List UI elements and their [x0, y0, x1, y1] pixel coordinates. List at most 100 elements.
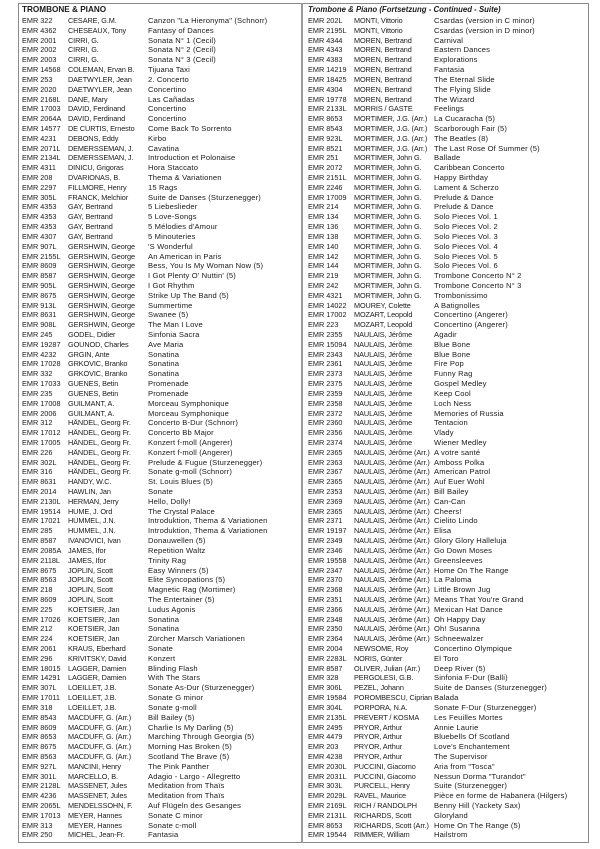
catalog-number: EMR 908L [22, 320, 57, 330]
catalog-entry: EMR 2366 NAULAIS, Jérôme (Arr.) Mexican Ha… [308, 605, 588, 615]
work-title: Trinity Rag [148, 555, 187, 565]
composer: MORTIMER, John G. [354, 290, 422, 300]
work-title: Csardas (version in D minor) [434, 25, 535, 35]
catalog-number: EMR 4353 [22, 202, 57, 212]
catalog-number: EMR 8609 [22, 722, 57, 732]
composer: PRYOR, Arthur [354, 751, 403, 761]
work-title: La Paloma [434, 575, 472, 585]
work-title: Meditation from Thaïs [148, 781, 225, 791]
work-title: The Flying Slide [434, 84, 491, 94]
catalog-number: EMR 2131L [308, 810, 347, 820]
catalog-number: EMR 19197 [308, 526, 347, 536]
work-title: Explorations [434, 55, 478, 65]
catalog-entry: EMR 212 KOETSIER, Jan Sonatina [22, 624, 300, 634]
catalog-entry: EMR 19584 POROMBESCU, Ciprian Balada [308, 693, 588, 703]
work-title: Promenade [148, 379, 189, 389]
catalog-entry: EMR 2155L GERSHWIN, George An American in … [22, 252, 300, 262]
catalog-number: EMR 17013 [22, 810, 61, 820]
work-title: Fantasia [148, 830, 179, 840]
catalog-number: EMR 303L [308, 781, 343, 791]
work-title: Promenade [148, 388, 189, 398]
catalog-number: EMR 235 [22, 388, 53, 398]
catalog-entry: EMR 251 MORTIMER, John G. Ballade [308, 153, 588, 163]
composer: HÄNDEL, Georg Fr. [68, 418, 131, 428]
composer: MOREN, Bertrand [354, 35, 412, 45]
composer: NAULAIS, Jérôme (Arr.) [354, 585, 430, 595]
catalog-entry: EMR 203 PRYOR, Arthur Love's Enchantement [308, 742, 588, 752]
composer: MORTIMER, John G. [354, 231, 422, 241]
catalog-number: EMR 304L [308, 702, 343, 712]
composer: HÄNDEL, Georg Fr. [68, 428, 131, 438]
catalog-entry: EMR 2283L NORIS, Günter El Toro [308, 654, 588, 664]
catalog-number: EMR 251 [308, 153, 339, 163]
work-title: Tentacion [434, 418, 468, 428]
catalog-entry: EMR 235 GUENES, Betin Promenade [22, 389, 300, 399]
composer: NAULAIS, Jérôme (Arr.) [354, 634, 430, 644]
catalog-number: EMR 14568 [22, 65, 61, 75]
work-title: Csardas (version in C minor) [434, 16, 535, 25]
catalog-number: EMR 306L [308, 683, 343, 693]
composer: CIRRI, G. [68, 35, 99, 45]
catalog-number: EMR 15094 [308, 339, 347, 349]
composer: MEYER, Hannes [68, 820, 122, 830]
composer: PORPORA, N.A. [354, 702, 408, 712]
work-title: Easy Winners (5) [148, 565, 209, 575]
catalog-entry: EMR 4232 GRGIN, Ante Sonatina [22, 350, 300, 360]
work-title: Introduction et Polonaise [148, 153, 236, 163]
composer: JOPLIN, Scott [68, 575, 113, 585]
catalog-entry: EMR 2347 NAULAIS, Jérôme (Arr.) Home On Th… [308, 566, 588, 576]
catalog-entry: EMR 312 HÄNDEL, Georg Fr. Concerto B-Dur (… [22, 418, 300, 428]
catalog-entry: EMR 2349 NAULAIS, Jérôme (Arr.) Glory Glor… [308, 536, 588, 546]
catalog-number: EMR 318 [22, 702, 53, 712]
composer: NAULAIS, Jérôme (Arr.) [354, 477, 430, 487]
catalog-entry: EMR 8609 JOPLIN, Scott The Entertainer (5) [22, 595, 300, 605]
composer: DAVID, Ferdinand [68, 114, 126, 124]
composer: DEMERSSEMAN, J. [68, 153, 134, 163]
work-title: Sonate As-Dur (Sturzenegger) [148, 683, 255, 693]
catalog-entry: EMR 2373 NAULAIS, Jérôme Funny Rag [308, 369, 588, 379]
work-title: Fantasy of Dances [148, 25, 214, 35]
catalog-number: EMR 8587 [308, 663, 343, 673]
catalog-number: EMR 4307 [22, 231, 57, 241]
catalog-entry: EMR 8675 JOPLIN, Scott Easy Winners (5) [22, 566, 300, 576]
catalog-number: EMR 2030L [308, 761, 347, 771]
catalog-number: EMR 2359 [308, 388, 343, 398]
work-title: Bill Bailey (5) [148, 712, 195, 722]
work-title: Loch Ness [434, 398, 472, 408]
work-title: Sonatina [148, 369, 180, 379]
composer: NAULAIS, Jérôme [354, 369, 413, 379]
work-title: Carnival [434, 35, 464, 45]
work-title: Blue Bone [434, 339, 471, 349]
work-title: 2. Concerto [148, 74, 189, 84]
work-title: Concerto B-Dur (Schnorr) [148, 418, 239, 428]
catalog-entry: EMR 285 HUMMEL, J.N. Introduktion, Thema &… [22, 526, 300, 536]
catalog-number: EMR 2356 [308, 428, 343, 438]
catalog-entry: EMR 2065L MENDELSSOHN, F. Auf Flügeln des … [22, 801, 300, 811]
composer: MASSENET, Jules [68, 791, 127, 801]
catalog-number: EMR 4353 [22, 222, 57, 232]
work-title: Sonate [148, 487, 173, 496]
work-title: Auf Flügeln des Gesanges [148, 801, 242, 810]
catalog-frame [18, 3, 589, 843]
catalog-number: EMR 2360 [308, 418, 343, 428]
catalog-entry: EMR 2361 NAULAIS, Jérôme Fire Pop [308, 359, 588, 369]
work-title: Sonata N° 1 (Cecil) [148, 35, 216, 45]
work-title: St. Louis Blues (5) [148, 477, 213, 487]
work-title: Sonata N° 2 (Cecil) [148, 45, 216, 55]
catalog-number: EMR 18425 [308, 74, 347, 84]
catalog-entry: EMR 316 HÄNDEL, Georg Fr. Sonate g-moll (S… [22, 467, 300, 477]
catalog-number: EMR 2135L [308, 712, 347, 722]
work-title: Cielito Lindo [434, 516, 478, 526]
composer: MORTIMER, J.G. (Arr.) [354, 123, 428, 133]
catalog-entry: EMR 18425 MOREN, Bertrand The Eternal Slid… [308, 75, 588, 85]
catalog-entry: EMR 242 MORTIMER, John G. Trombone Concert… [308, 281, 588, 291]
catalog-number: EMR 2365 [308, 477, 343, 487]
catalog-number: EMR 8563 [22, 575, 57, 585]
catalog-entry: EMR 17008 GUILMANT, A. Morceau Symphonique [22, 399, 300, 409]
catalog-number: EMR 8587 [22, 536, 57, 546]
catalog-number: EMR 19558 [308, 555, 347, 565]
composer: KOETSIER, Jan [68, 624, 120, 634]
work-title: Elisa [434, 526, 452, 536]
work-title: Come Back To Sorrento [148, 123, 232, 133]
catalog-number: EMR 219 [308, 271, 339, 281]
